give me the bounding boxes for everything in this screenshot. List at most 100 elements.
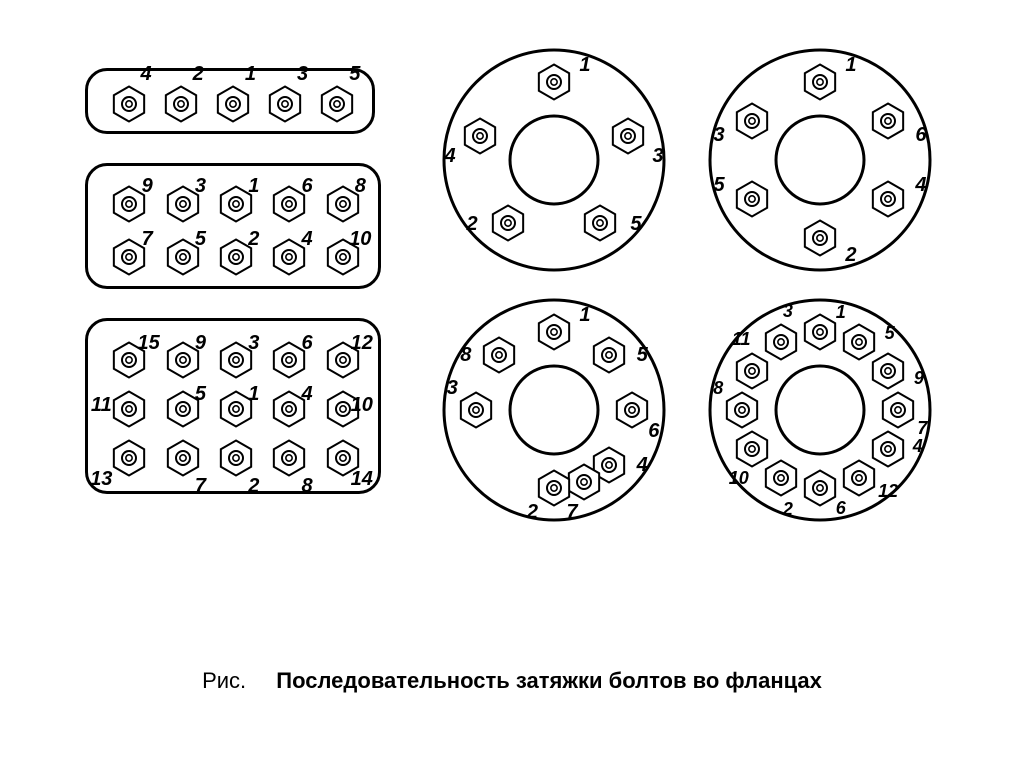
bolt-label: 1 — [579, 305, 590, 325]
bolt-label: 11 — [91, 395, 112, 415]
bolt-label: 8 — [460, 345, 471, 365]
bolt-label: 9 — [914, 369, 924, 387]
rect-15-bolt-bolt-6 — [110, 390, 149, 429]
bolt-label: 4 — [301, 384, 312, 404]
flange-12-bolt-bolt-4 — [879, 391, 918, 430]
bolt-label: 13 — [90, 469, 112, 489]
flange-12-bolt-bolt-3 — [868, 352, 907, 391]
bolt-label: 4 — [915, 175, 926, 195]
flange-5-bolt: 1 3 5 2 4 — [421, 27, 687, 293]
flange-8-bolt: 1 5 6 4 7 2 3 8 — [421, 277, 687, 543]
flange-12-bolt: 1 5 9 7 4 12 6 2 10 8 11 — [687, 277, 953, 543]
flange-12-bolt-bolt-9 — [733, 430, 772, 469]
bolt-label: 3 — [297, 64, 308, 84]
page-root: Рис. Последовательность затяжки болтов в… — [0, 0, 1024, 767]
rect-15-bolt-bolt-11 — [110, 439, 149, 478]
bolt-label: 2 — [783, 500, 793, 518]
rect-15-bolt: 15 9 3 6 12 11 5 1 4 10 13 — [85, 318, 381, 494]
bolt-label: 7 — [142, 229, 153, 249]
bolt-label: 8 — [713, 379, 723, 397]
bolt-label: 7 — [917, 419, 927, 437]
bolt-label: 4 — [637, 455, 648, 475]
bolt-label: 1 — [836, 303, 846, 321]
bolt-label: 9 — [142, 176, 153, 196]
flange-12-bolt-bolt-6 — [840, 458, 879, 497]
bolt-label: 10 — [729, 469, 749, 487]
flange-12-bolt-bolt-1 — [801, 313, 840, 352]
flange-8-bolt-bolt-6 — [535, 469, 574, 508]
bolt-label: 14 — [351, 469, 373, 489]
bolt-label: 3 — [248, 333, 259, 353]
flange-8-bolt-bolt-2 — [590, 335, 629, 374]
bolt-label: 15 — [138, 333, 160, 353]
flange-6-bolt-bolt-5 — [733, 180, 772, 219]
bolt-label: 5 — [714, 175, 725, 195]
bolt-label: 4 — [301, 229, 312, 249]
bolt-label: 2 — [845, 245, 856, 265]
bolt-label: 8 — [301, 476, 312, 496]
flange-6-bolt-bolt-6 — [733, 102, 772, 141]
bolt-label: 3 — [714, 125, 725, 145]
bolt-label: 5 — [637, 345, 648, 365]
rect-15-bolt-bolt-13 — [217, 439, 256, 478]
bolt-label: 3 — [652, 146, 663, 166]
bolt-label: 3 — [447, 378, 458, 398]
bolt-label: 2 — [527, 502, 538, 522]
bolt-label: 8 — [355, 176, 366, 196]
flange-12-bolt-bolt-12 — [762, 323, 801, 362]
flange-12-bolt-bolt-10 — [723, 391, 762, 430]
bolt-label: 3 — [195, 176, 206, 196]
flange-5-bolt-bolt-2 — [609, 116, 648, 155]
flange-5-bolt-bolt-4 — [489, 204, 528, 243]
bolt-label: 10 — [349, 229, 371, 249]
flange-8-bolt-bolt-7 — [457, 391, 496, 430]
bolt-label: 6 — [301, 176, 312, 196]
rect-5-bolt-bolt-3 — [214, 85, 253, 124]
rect-5-bolt: 4 2 1 3 5 — [85, 68, 375, 134]
bolt-label: 4 — [140, 64, 151, 84]
bolt-label: 11 — [732, 330, 751, 348]
bolt-label: 5 — [349, 64, 360, 84]
rect-5-bolt-bolt-2 — [161, 85, 200, 124]
flange-6-bolt-bolt-3 — [868, 180, 907, 219]
flange-6-bolt-bolt-1 — [801, 63, 840, 102]
flange-8-bolt-bolt-8 — [479, 335, 518, 374]
bolt-label: 2 — [248, 476, 259, 496]
bolt-label: 5 — [630, 214, 641, 234]
bolt-label: 1 — [248, 176, 259, 196]
caption-prefix: Рис. — [202, 668, 246, 693]
bolt-label: 6 — [915, 125, 926, 145]
bolt-label: 3 — [783, 302, 793, 320]
bolt-label: 2 — [466, 214, 477, 234]
figure-caption: Рис. Последовательность затяжки болтов в… — [0, 668, 1024, 694]
bolt-label: 9 — [195, 333, 206, 353]
flange-6-bolt: 1 6 4 2 5 3 — [687, 27, 953, 293]
bolt-label: 4 — [913, 437, 923, 455]
bolt-label: 1 — [579, 55, 590, 75]
flange-5-bolt-bolt-3 — [580, 204, 619, 243]
bolt-label: 5 — [195, 229, 206, 249]
rect-5-bolt-bolt-1 — [109, 85, 148, 124]
bolt-label: 2 — [248, 229, 259, 249]
rect-5-bolt-bolt-4 — [266, 85, 305, 124]
bolt-label: 7 — [195, 476, 206, 496]
rect-10-bolt: 9 3 1 6 8 7 5 2 4 10 — [85, 163, 381, 289]
flange-8-bolt-bolt-3 — [613, 391, 652, 430]
bolt-label: 12 — [351, 333, 373, 353]
flange-6-bolt-bolt-4 — [801, 219, 840, 258]
bolt-label: 12 — [878, 482, 898, 500]
bolt-label: 6 — [648, 421, 659, 441]
flange-6-bolt-bolt-2 — [868, 102, 907, 141]
flange-12-bolt-bolt-7 — [801, 469, 840, 508]
bolt-label: 2 — [193, 64, 204, 84]
rect-5-bolt-bolt-5 — [318, 85, 357, 124]
rect-15-bolt-bolt-12 — [163, 439, 202, 478]
flange-8-bolt-bolt-1 — [535, 313, 574, 352]
bolt-label: 6 — [301, 333, 312, 353]
bolt-label: 4 — [445, 146, 456, 166]
bolt-label: 1 — [245, 64, 256, 84]
flange-5-bolt-bolt-5 — [460, 116, 499, 155]
flange-5-bolt-bolt-1 — [535, 63, 574, 102]
bolt-label: 5 — [885, 324, 895, 342]
rect-15-bolt-bolt-14 — [270, 439, 309, 478]
